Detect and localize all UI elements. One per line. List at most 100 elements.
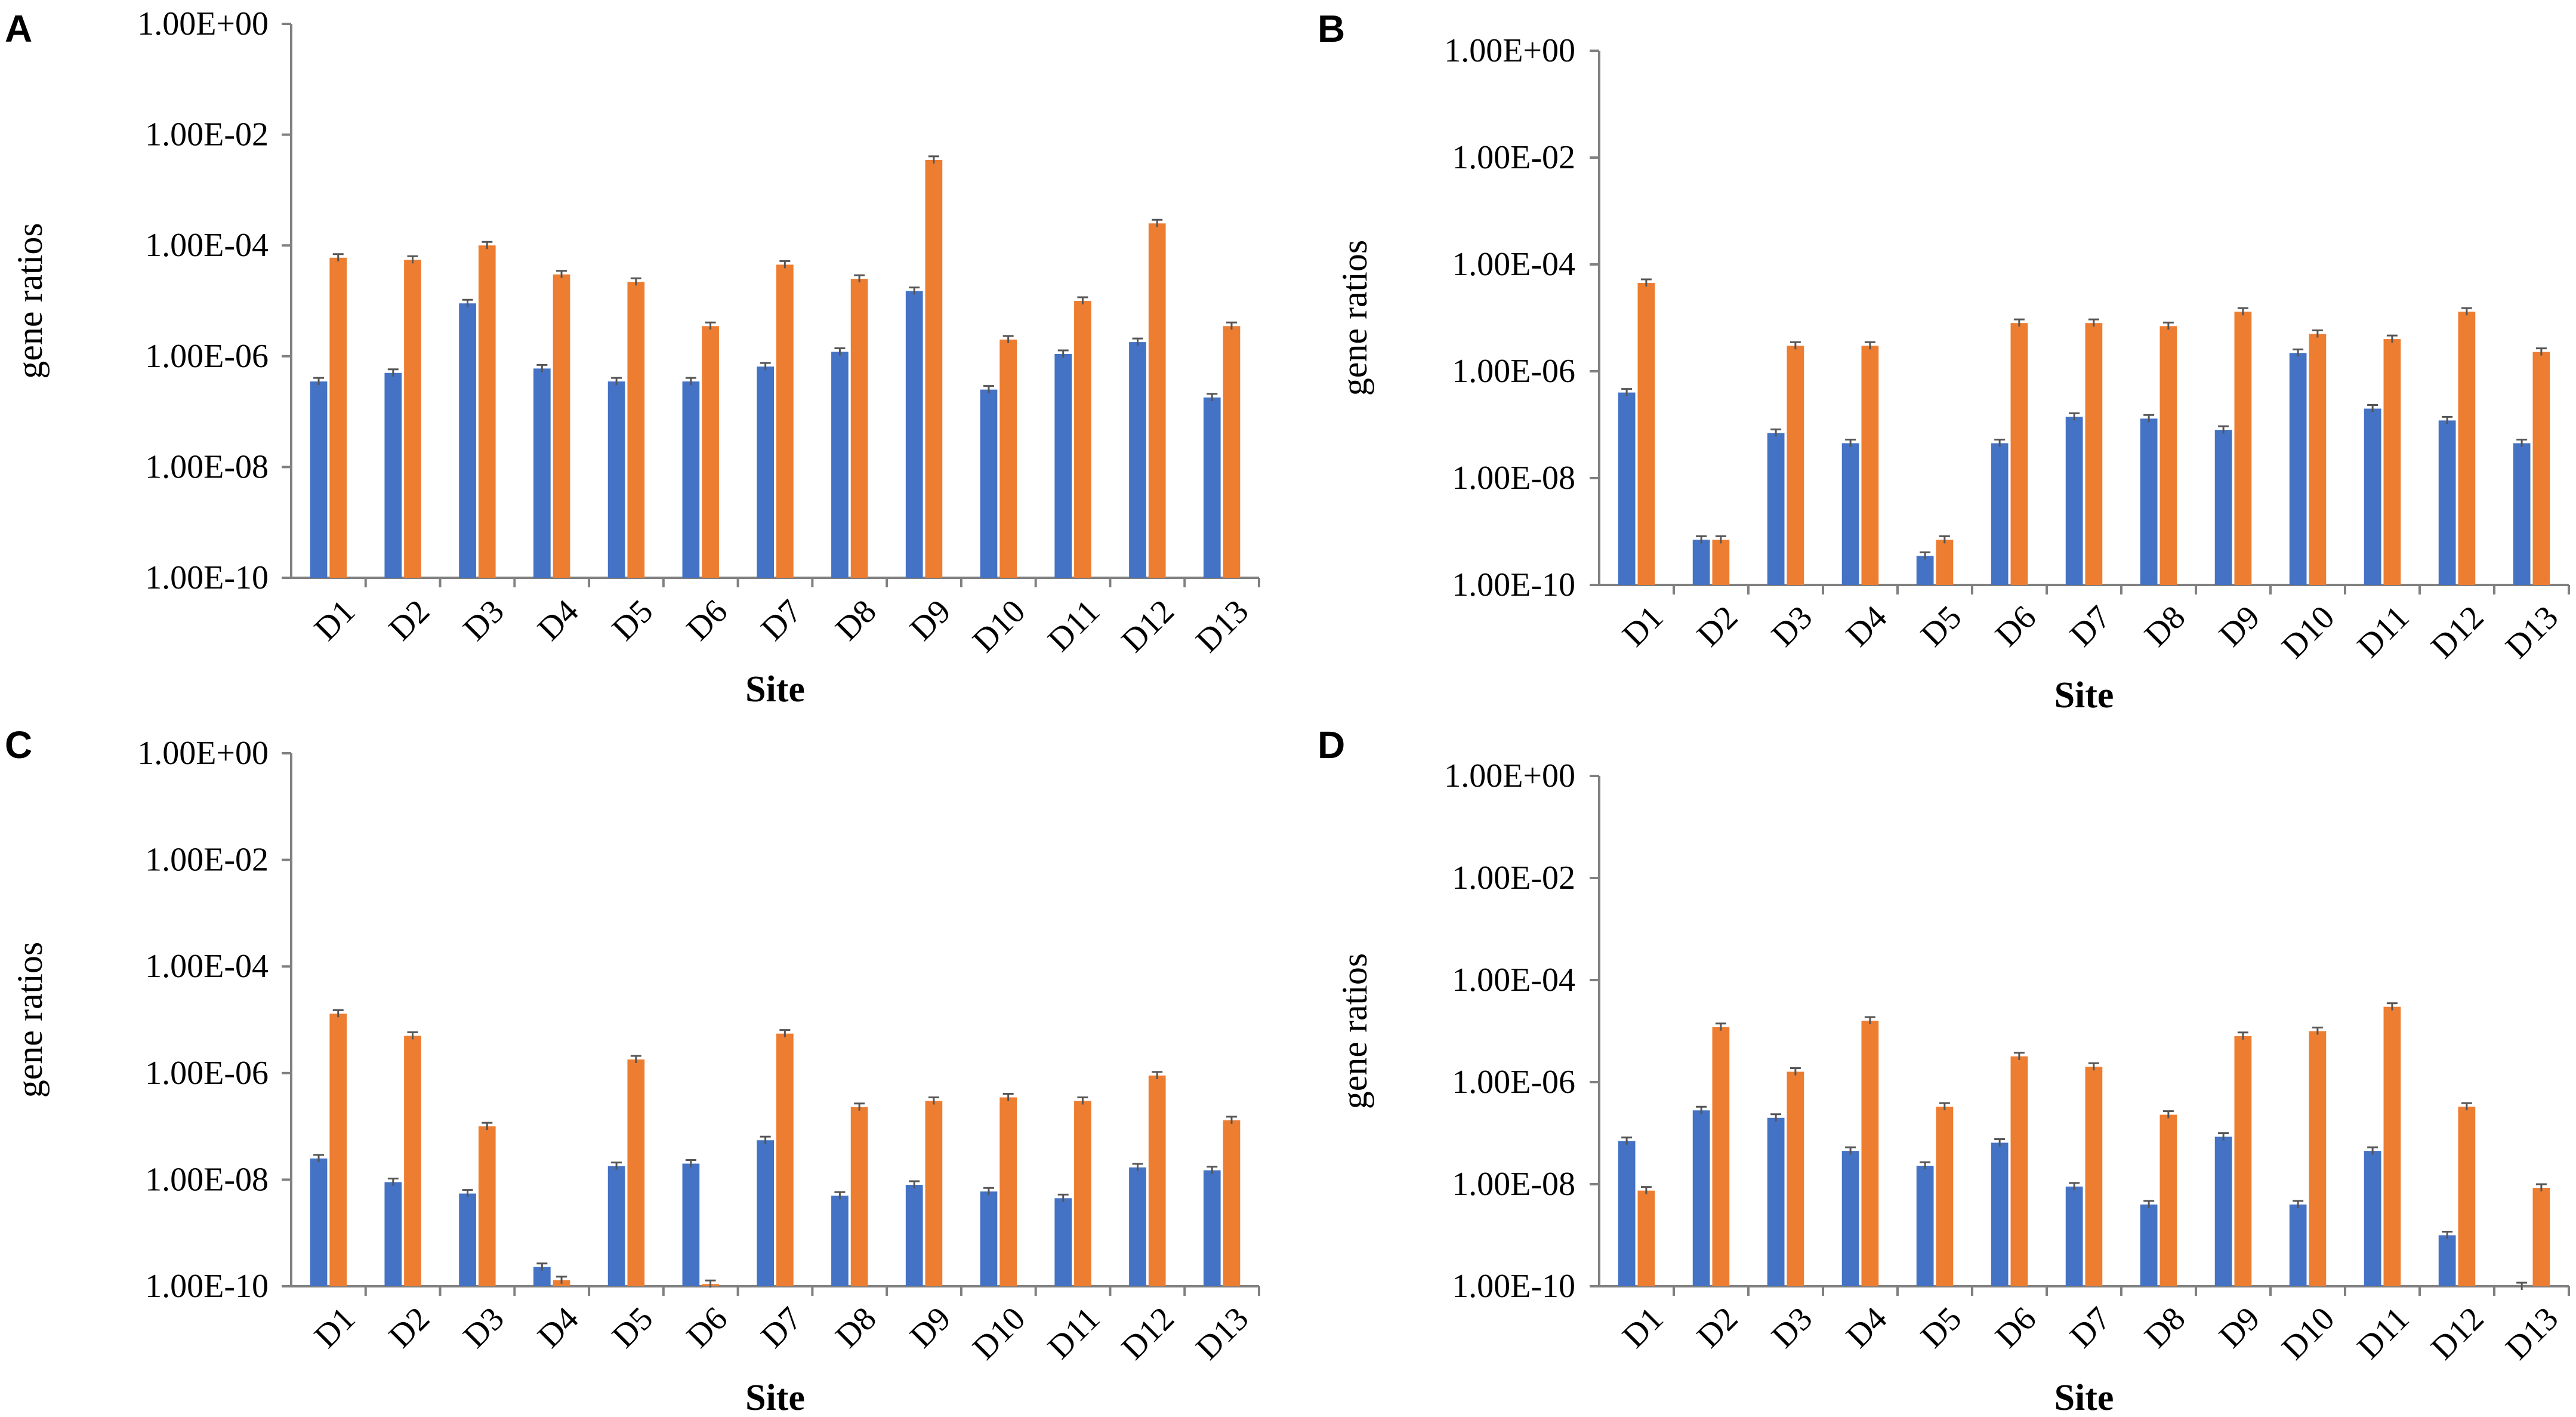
bar-series1-d11 — [1054, 1198, 1072, 1286]
x-tick-label: D2 — [382, 1300, 437, 1355]
bar-series1-d10 — [2289, 1205, 2307, 1286]
bar-series1-d6 — [1991, 443, 2009, 585]
bar-series2-d13 — [2532, 1188, 2550, 1286]
y-tick-label: 1.00E-10 — [145, 559, 269, 596]
bar-series2-d12 — [1148, 223, 1166, 578]
x-tick-label: D12 — [1115, 593, 1181, 660]
x-tick-label: D4 — [530, 1300, 585, 1355]
x-tick-label: D11 — [1041, 1300, 1107, 1366]
bar-series2-d6 — [702, 326, 719, 578]
bar-series2-d7 — [2085, 323, 2103, 585]
bar-series2-d7 — [776, 1033, 794, 1286]
x-tick-label: D2 — [1690, 1300, 1745, 1355]
bar-series1-d12 — [1129, 1167, 1146, 1286]
bar-series2-d6 — [2010, 323, 2028, 585]
bar-series1-d4 — [533, 368, 551, 578]
x-tick-label: D8 — [2137, 599, 2192, 654]
x-tick-label: D5 — [1914, 1300, 1969, 1355]
x-tick-label: D6 — [680, 593, 735, 648]
x-tick-label: D9 — [2212, 1300, 2267, 1355]
x-tick-label: D12 — [1115, 1300, 1181, 1367]
bar-series2-d8 — [2159, 1114, 2177, 1286]
bar-series2-d3 — [1787, 346, 1804, 585]
x-tick-label: D6 — [1988, 1300, 2043, 1355]
x-tick-label: D3 — [1764, 599, 1819, 654]
bar-series2-d11 — [2383, 1006, 2401, 1286]
y-tick-label: 1.00E-08 — [1452, 460, 1575, 497]
bar-series1-d9 — [2214, 430, 2232, 585]
y-tick-label: 1.00E+00 — [1444, 757, 1575, 794]
x-tick-label: D10 — [965, 1300, 1032, 1367]
bar-series2-d12 — [1148, 1075, 1166, 1286]
bar-series2-d11 — [1074, 301, 1091, 578]
bar-series1-d1 — [1618, 392, 1636, 585]
y-tick-label: 1.00E-06 — [145, 1055, 269, 1092]
x-tick-label: D8 — [2137, 1300, 2192, 1355]
bar-series2-d13 — [1223, 326, 1241, 578]
y-tick-label: 1.00E-04 — [1452, 962, 1575, 999]
x-tick-label: D2 — [1690, 599, 1745, 654]
bar-series1-d5 — [1916, 556, 1934, 585]
x-tick-label: D7 — [754, 593, 809, 648]
bar-series2-d9 — [925, 159, 943, 578]
bar-series1-d13 — [1203, 397, 1221, 578]
bar-series2-d7 — [2085, 1067, 2103, 1286]
bar-series1-d12 — [1129, 342, 1146, 578]
bar-series1-d10 — [2289, 353, 2307, 585]
bar-series2-d8 — [2159, 326, 2177, 585]
x-tick-label: D11 — [2350, 1300, 2417, 1366]
x-tick-label: D10 — [2275, 599, 2341, 666]
x-tick-label: D5 — [1914, 599, 1969, 654]
bar-series1-d4 — [1841, 1151, 1859, 1286]
bar-series1-d2 — [1692, 1110, 1710, 1286]
x-tick-label: D10 — [965, 593, 1032, 660]
bar-series1-d11 — [2364, 408, 2381, 585]
bar-series1-d4 — [1841, 443, 1859, 585]
y-tick-label: 1.00E-06 — [1452, 1064, 1575, 1101]
bar-series1-d3 — [1767, 433, 1785, 585]
bar-series2-d9 — [2234, 312, 2252, 585]
panel-letter: D — [1318, 723, 1345, 766]
bar-series2-d13 — [1223, 1120, 1241, 1286]
y-tick-label: 1.00E-02 — [1452, 860, 1575, 897]
panel-letter: A — [5, 7, 32, 50]
bar-series1-d13 — [1203, 1170, 1221, 1286]
bar-series2-d12 — [2458, 312, 2476, 585]
y-tick-label: 1.00E-06 — [145, 338, 269, 375]
y-tick-label: 1.00E-06 — [1452, 353, 1575, 390]
bar-series1-d2 — [384, 1182, 402, 1286]
x-tick-label: D5 — [605, 1300, 660, 1355]
x-tick-label: D7 — [2063, 599, 2118, 654]
bar-series1-d6 — [1991, 1142, 2009, 1286]
x-tick-label: D8 — [828, 593, 883, 648]
bar-series2-d1 — [1637, 283, 1655, 585]
x-tick-label: D1 — [307, 1300, 362, 1355]
bar-series2-d13 — [2532, 352, 2550, 585]
bar-series1-d1 — [310, 1158, 328, 1286]
bar-series1-d5 — [607, 1166, 625, 1286]
bar-series1-d8 — [2140, 418, 2158, 585]
y-tick-label: 1.00E-04 — [145, 227, 269, 264]
y-tick-label: 1.00E-02 — [1452, 139, 1575, 176]
y-tick-label: 1.00E+00 — [1444, 32, 1575, 69]
y-axis-title: gene ratios — [1335, 240, 1374, 396]
bar-series2-d1 — [329, 257, 347, 578]
x-tick-label: D3 — [456, 593, 511, 648]
bar-series2-d12 — [2458, 1107, 2476, 1286]
y-tick-label: 1.00E-02 — [145, 116, 269, 153]
y-tick-label: 1.00E-10 — [1452, 566, 1575, 603]
x-tick-label: D11 — [1041, 593, 1107, 659]
x-tick-label: D7 — [754, 1300, 809, 1355]
bar-series2-d11 — [1074, 1101, 1091, 1286]
bar-series2-d2 — [404, 260, 421, 578]
bar-series1-d9 — [905, 1185, 923, 1286]
bar-series2-d8 — [850, 1107, 868, 1286]
bar-series2-d4 — [1861, 1021, 1879, 1286]
x-tick-label: D9 — [903, 1300, 958, 1355]
bar-series1-d8 — [831, 352, 849, 578]
x-tick-label: D4 — [530, 593, 585, 648]
y-tick-label: 1.00E-08 — [1452, 1166, 1575, 1203]
bar-series2-d11 — [2383, 339, 2401, 585]
bar-series1-d10 — [980, 389, 998, 578]
